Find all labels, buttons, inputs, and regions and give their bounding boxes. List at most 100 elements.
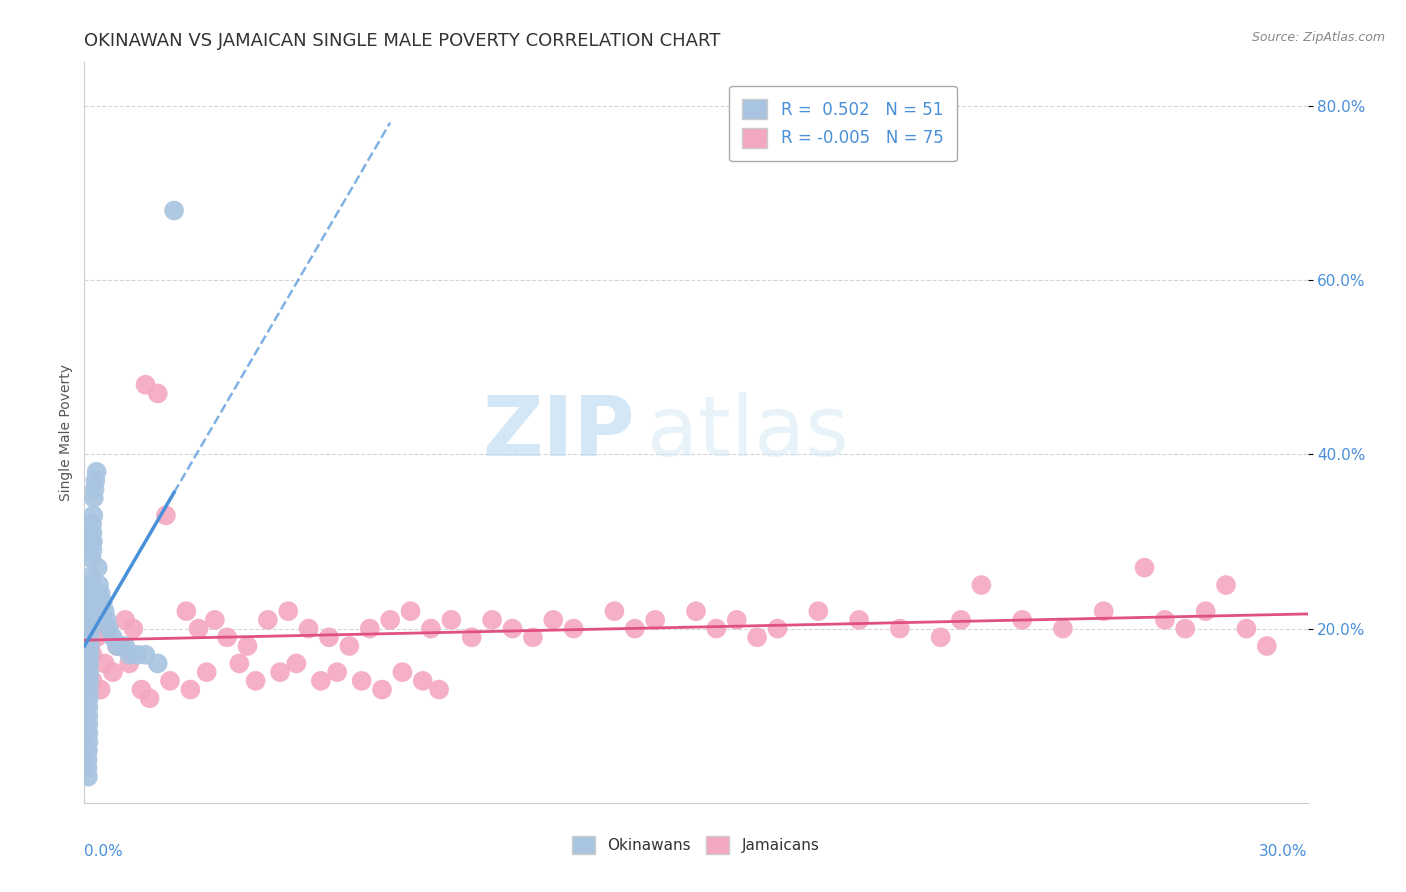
Point: [82, 508, 104, 523]
Point: [90, 587, 112, 601]
Point: [82, 517, 104, 532]
Point: [77, 717, 100, 731]
Point: [1011, 613, 1033, 627]
Point: [399, 604, 422, 618]
Point: [110, 639, 132, 653]
Point: [127, 648, 149, 662]
Point: [1256, 639, 1278, 653]
Point: [77, 735, 100, 749]
Point: [91, 595, 114, 609]
Point: [391, 665, 413, 680]
Point: [77, 708, 100, 723]
Point: [766, 622, 789, 636]
Point: [174, 604, 197, 618]
Point: [77, 657, 100, 671]
Point: [228, 657, 250, 671]
Point: [84, 474, 107, 488]
Point: [624, 622, 647, 636]
Point: [77, 700, 100, 714]
Y-axis label: Single Male Poverty: Single Male Poverty: [59, 364, 73, 501]
Point: [685, 604, 707, 618]
Point: [562, 622, 585, 636]
Text: 30.0%: 30.0%: [1260, 844, 1308, 858]
Point: [309, 673, 332, 688]
Point: [76, 761, 98, 775]
Point: [77, 682, 100, 697]
Point: [138, 691, 160, 706]
Point: [155, 508, 177, 523]
Point: [77, 743, 100, 757]
Point: [889, 622, 911, 636]
Point: [82, 543, 104, 558]
Point: [522, 630, 544, 644]
Point: [82, 525, 104, 540]
Point: [93, 657, 115, 671]
Point: [96, 613, 118, 627]
Point: [543, 613, 565, 627]
Point: [1215, 578, 1237, 592]
Point: [440, 613, 463, 627]
Point: [131, 682, 153, 697]
Point: [277, 604, 299, 618]
Point: [427, 682, 450, 697]
Point: [77, 770, 100, 784]
Point: [80, 578, 103, 592]
Point: [412, 673, 434, 688]
Point: [257, 613, 280, 627]
Point: [146, 657, 169, 671]
Point: [82, 648, 104, 662]
Point: [1133, 560, 1156, 574]
Point: [135, 648, 157, 662]
Point: [848, 613, 870, 627]
Point: [1195, 604, 1218, 618]
Point: [79, 604, 101, 618]
Point: [929, 630, 952, 644]
Point: [1236, 622, 1258, 636]
Point: [135, 377, 157, 392]
Point: [79, 639, 101, 653]
Point: [163, 203, 186, 218]
Point: [80, 569, 103, 583]
Point: [79, 622, 101, 636]
Point: [83, 482, 105, 496]
Legend: Okinawans, Jamaicans: Okinawans, Jamaicans: [565, 828, 827, 862]
Point: [1052, 622, 1074, 636]
Point: [1092, 604, 1115, 618]
Point: [380, 613, 402, 627]
Point: [114, 639, 136, 653]
Point: [350, 673, 373, 688]
Point: [79, 595, 101, 609]
Point: [747, 630, 769, 644]
Point: [77, 665, 100, 680]
Point: [159, 673, 181, 688]
Point: [1154, 613, 1177, 627]
Text: ZIP: ZIP: [482, 392, 636, 473]
Point: [706, 622, 728, 636]
Point: [245, 673, 267, 688]
Point: [326, 665, 349, 680]
Point: [502, 622, 524, 636]
Point: [644, 613, 666, 627]
Point: [217, 630, 239, 644]
Point: [79, 613, 101, 627]
Point: [236, 639, 259, 653]
Point: [285, 657, 308, 671]
Point: [90, 682, 112, 697]
Point: [93, 604, 115, 618]
Point: [80, 587, 103, 601]
Text: Source: ZipAtlas.com: Source: ZipAtlas.com: [1251, 31, 1385, 45]
Point: [79, 630, 101, 644]
Point: [77, 691, 100, 706]
Point: [80, 534, 103, 549]
Point: [195, 665, 218, 680]
Point: [318, 630, 340, 644]
Point: [603, 604, 626, 618]
Point: [77, 673, 100, 688]
Point: [481, 613, 503, 627]
Point: [86, 630, 108, 644]
Point: [82, 534, 104, 549]
Point: [86, 465, 108, 479]
Point: [1174, 622, 1197, 636]
Point: [339, 639, 361, 653]
Point: [114, 613, 136, 627]
